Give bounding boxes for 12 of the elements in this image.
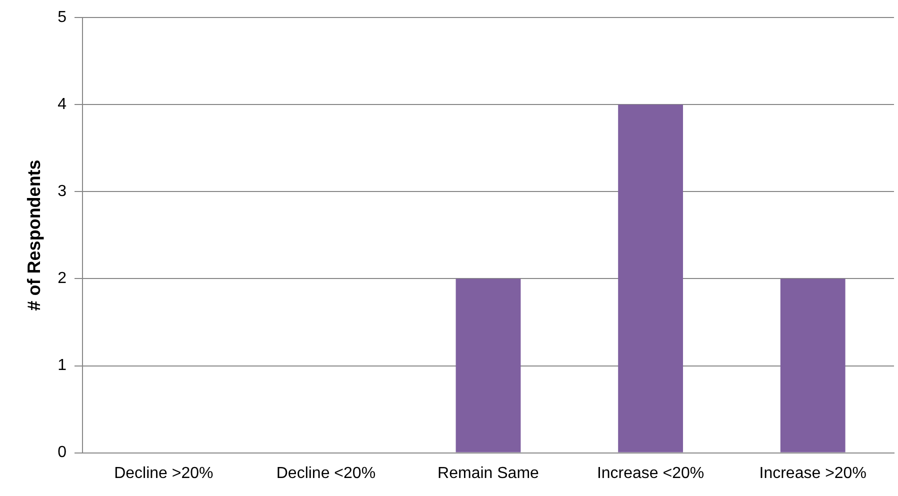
y-tick-label: 3 — [58, 183, 67, 200]
y-tick-label: 4 — [58, 96, 67, 114]
y-tick-label: 0 — [58, 444, 67, 462]
x-tick-label: Remain Same — [438, 464, 540, 482]
y-tick-label: 2 — [58, 270, 67, 288]
y-tick-label: 5 — [58, 9, 67, 26]
x-tick-label: Decline >20% — [114, 464, 214, 482]
x-tick-label: Increase <20% — [596, 464, 704, 482]
y-tick-label: 1 — [58, 357, 67, 374]
x-tick-label: Decline <20% — [276, 464, 376, 482]
y-axis-title: # of Respondents — [24, 160, 44, 311]
x-tick-label: Increase >20% — [759, 464, 866, 482]
